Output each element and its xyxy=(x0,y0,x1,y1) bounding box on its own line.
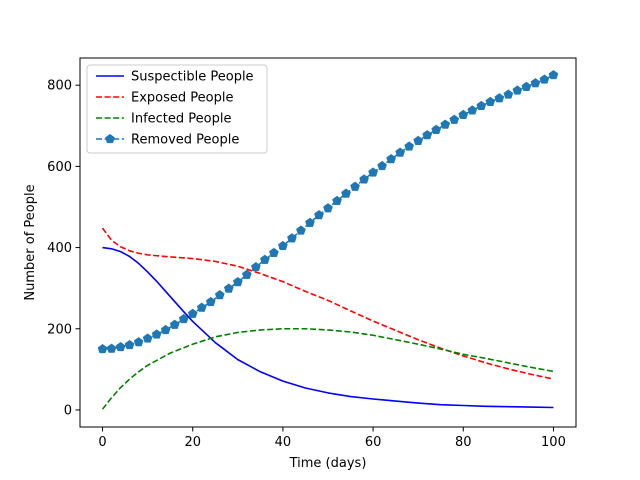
legend-label-3: Infected People xyxy=(131,112,231,127)
series-point xyxy=(512,85,523,95)
series-point xyxy=(205,296,216,307)
series-point xyxy=(377,160,387,171)
series-point xyxy=(458,109,469,119)
series-point xyxy=(106,343,117,353)
series-point xyxy=(223,283,234,293)
x-axis-label: Time (days) xyxy=(289,456,367,471)
series-point xyxy=(431,124,442,134)
series-point xyxy=(260,254,270,264)
series-point xyxy=(503,89,514,99)
series-point xyxy=(359,174,369,184)
series-point xyxy=(341,188,351,198)
legend-label-1: Suspectible People xyxy=(131,70,254,85)
series-point xyxy=(296,225,306,235)
series-point xyxy=(133,337,144,347)
y-tick-label: 0 xyxy=(64,403,72,418)
series-point xyxy=(124,339,135,350)
series-point xyxy=(278,240,288,251)
y-tick-label: 400 xyxy=(47,241,72,256)
series-point xyxy=(187,308,198,318)
series-point xyxy=(332,195,342,206)
series-point xyxy=(196,302,207,312)
series-point xyxy=(548,69,559,80)
y-tick-label: 800 xyxy=(47,79,72,94)
series-point xyxy=(151,329,162,339)
series-point xyxy=(449,114,460,124)
legend: Suspectible People Exposed People Infected… xyxy=(86,64,268,154)
x-tick-label: 80 xyxy=(455,435,472,450)
series-point xyxy=(314,209,324,220)
series-point xyxy=(386,153,396,164)
plot-frame xyxy=(79,57,577,428)
y-axis-label: Number of People xyxy=(23,184,38,300)
y-tick-label: 200 xyxy=(47,322,72,337)
series-point xyxy=(115,341,126,352)
series-point xyxy=(368,167,378,177)
axes: 0 20 40 60 80 100 0 200 400 600 800 xyxy=(47,79,566,450)
series-point xyxy=(413,135,424,145)
series-point xyxy=(250,261,261,272)
series-point xyxy=(323,203,333,213)
series-point xyxy=(214,289,225,300)
x-tick-label: 40 xyxy=(275,435,292,450)
series-point xyxy=(97,343,108,354)
x-tick-label: 60 xyxy=(365,435,382,450)
series-point xyxy=(232,276,243,287)
series-line-1 xyxy=(102,246,554,409)
legend-marker xyxy=(105,133,115,144)
series-point xyxy=(178,313,189,324)
series-point xyxy=(350,181,360,191)
series-line-3 xyxy=(101,327,554,410)
x-tick-label: 100 xyxy=(541,435,566,450)
legend-label-2: Exposed People xyxy=(131,91,233,106)
y-tick-label: 600 xyxy=(47,160,72,175)
series-point xyxy=(539,74,550,84)
series-point xyxy=(169,319,180,329)
plot-area xyxy=(97,69,559,410)
series-point xyxy=(422,130,433,140)
series-point xyxy=(494,93,505,103)
legend-box xyxy=(86,64,268,154)
series-point xyxy=(476,100,487,111)
legend-label-4: Removed People xyxy=(131,133,239,148)
series-point xyxy=(404,141,415,151)
series-point xyxy=(305,217,315,227)
series-point xyxy=(467,105,478,115)
series-point xyxy=(241,269,252,279)
series-point xyxy=(395,147,406,157)
series-point xyxy=(530,78,541,88)
x-tick-label: 20 xyxy=(184,435,201,450)
series-point xyxy=(160,324,171,335)
series-point xyxy=(440,119,451,129)
series-point xyxy=(142,333,153,343)
series-point xyxy=(269,247,279,257)
series-point xyxy=(485,96,496,106)
x-tick-label: 0 xyxy=(98,435,106,450)
series-point xyxy=(287,233,297,243)
series-line-2 xyxy=(101,227,554,380)
series-point xyxy=(521,81,532,91)
